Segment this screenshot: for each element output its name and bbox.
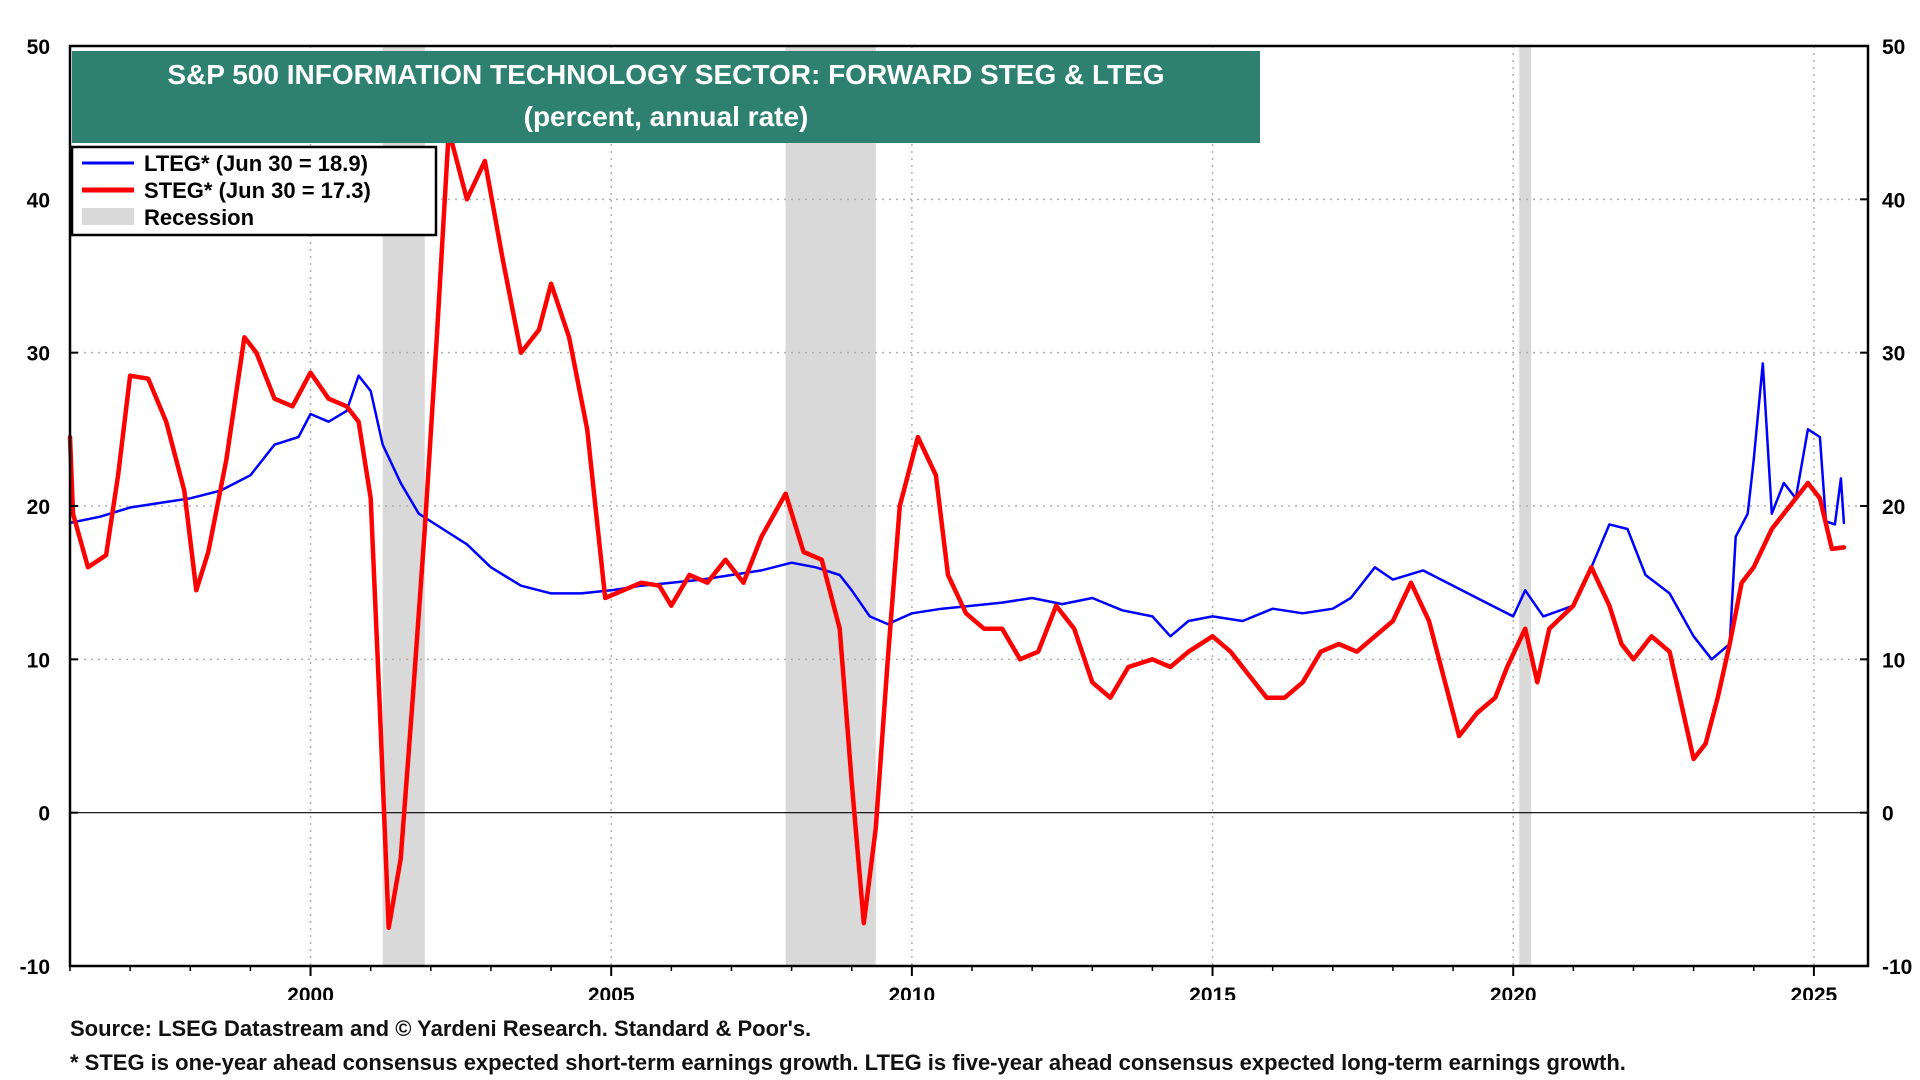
axes: -10 0 10 20 30 40 50 -10 0 10 20 30 40 50 2000 2005 2010… xyxy=(20,36,1913,1007)
recession-band-2 xyxy=(1519,46,1532,966)
y-tick-label-left: -10 xyxy=(20,956,50,979)
chart-title: S&P 500 INFORMATION TECHNOLOGY SECTOR: F… xyxy=(167,59,1164,90)
footnote: * STEG is one-year ahead consensus expec… xyxy=(70,1050,1626,1075)
y-tick-label-right: 30 xyxy=(1882,343,1905,366)
x-tick-label: 2020 xyxy=(1490,984,1537,1000)
x-tick-label: 2025 xyxy=(1791,984,1838,1000)
y-tick-label-left: 10 xyxy=(27,649,50,672)
legend-recession-label: Recession xyxy=(144,205,254,230)
legend-steg-label: STEG* (Jun 30 = 17.3) xyxy=(144,178,371,203)
line-chart: -10 0 10 20 30 40 50 -10 0 10 20 30 40 50 2000 2005 2010… xyxy=(20,36,1913,1007)
gridlines xyxy=(70,46,1868,966)
legend: LTEG* (Jun 30 = 18.9) STEG* (Jun 30 = 17… xyxy=(70,145,438,237)
y-tick-label-right: 50 xyxy=(1882,36,1905,59)
y-tick-label-left: 40 xyxy=(27,189,50,212)
y-tick-label-right: 0 xyxy=(1882,803,1894,826)
y-tick-label-right: -10 xyxy=(1882,956,1912,979)
y-tick-label-left: 0 xyxy=(38,803,50,826)
y-tick-label-left: 20 xyxy=(27,496,50,519)
series-line-lteg xyxy=(68,362,1846,661)
x-tick-label: 2000 xyxy=(287,984,334,1000)
x-tick-label: 2015 xyxy=(1189,984,1236,1000)
y-tick-label-right: 40 xyxy=(1882,189,1905,212)
x-tick-label: 2005 xyxy=(588,984,635,1000)
series-line-steg xyxy=(67,128,1847,930)
legend-recession-swatch xyxy=(82,208,134,225)
chart-subtitle: (percent, annual rate) xyxy=(524,101,809,132)
y-tick-label-left: 50 xyxy=(27,36,50,59)
source-note: Source: LSEG Datastream and © Yardeni Re… xyxy=(70,1016,812,1041)
series-layer xyxy=(67,128,1847,930)
y-tick-label-right: 10 xyxy=(1882,649,1905,672)
y-tick-label-left: 30 xyxy=(27,343,50,366)
title-banner: S&P 500 INFORMATION TECHNOLOGY SECTOR: F… xyxy=(72,51,1260,143)
x-tick-label: 2010 xyxy=(889,984,936,1000)
y-tick-label-right: 20 xyxy=(1882,496,1905,519)
legend-lteg-label: LTEG* (Jun 30 = 18.9) xyxy=(144,151,368,176)
